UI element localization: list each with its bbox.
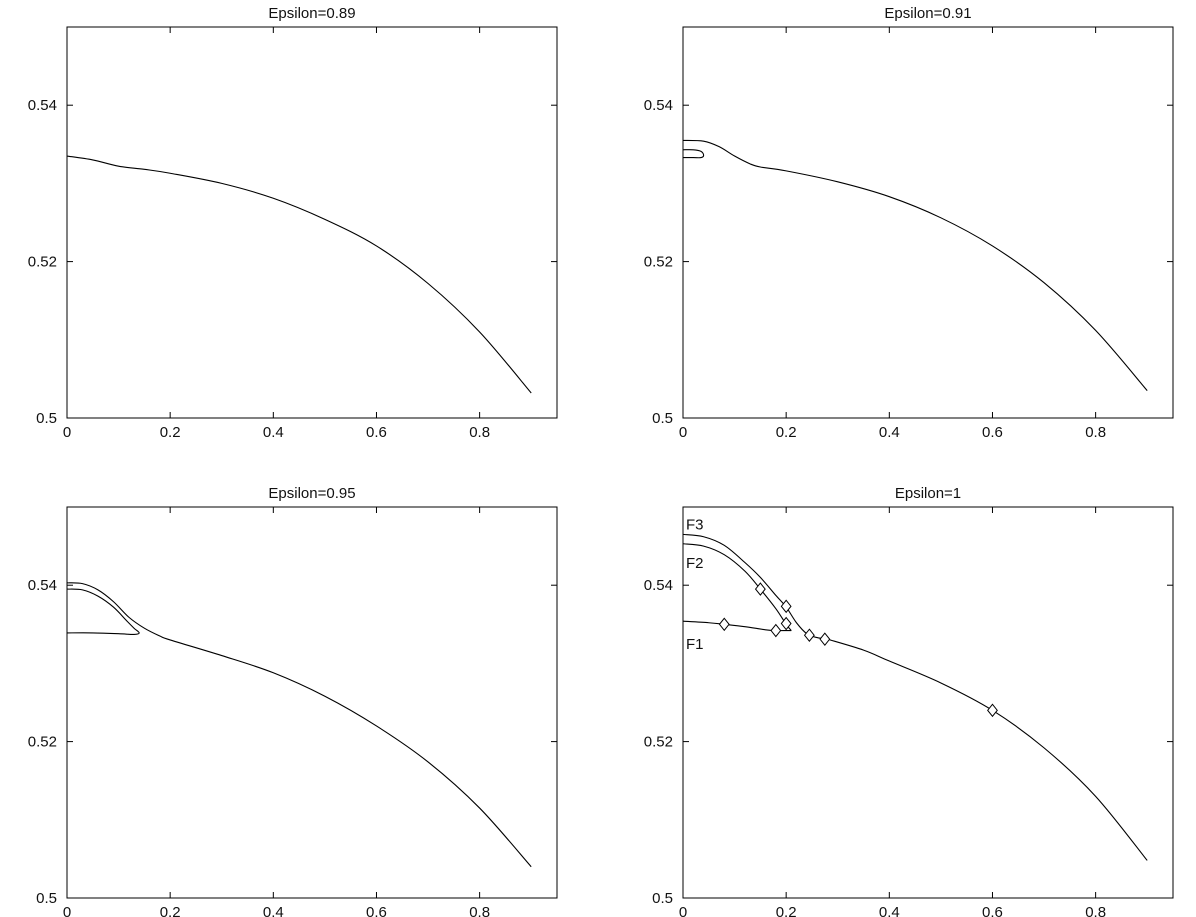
series-line-f3 xyxy=(682,533,828,640)
x-tick-label: 0.6 xyxy=(982,424,1003,441)
panel-title: Epsilon=0.89 xyxy=(268,5,355,22)
x-tick-label: 0.6 xyxy=(366,424,387,441)
x-tick-label: 0.2 xyxy=(776,424,797,441)
series-line-0 xyxy=(66,582,532,868)
diamond-marker xyxy=(987,703,998,718)
series-label-f1: F1 xyxy=(686,636,704,653)
panel-title: Epsilon=0.95 xyxy=(268,485,355,502)
y-tick-label: 0.52 xyxy=(28,254,57,271)
y-tick-label: 0.5 xyxy=(36,890,57,907)
diamond-marker xyxy=(718,617,730,632)
x-tick-label: 0.2 xyxy=(160,424,181,441)
panel-epsilon-0-91: Epsilon=0.91 0 0.2 0.4 0.6 0.8 0.5 0.52 0.54 xyxy=(644,5,1174,441)
panel-title: Epsilon=1 xyxy=(895,485,961,502)
plot-frame xyxy=(682,506,1174,899)
y-tick-label: 0.5 xyxy=(36,410,57,427)
diamond-marker xyxy=(819,632,831,646)
plot-frame xyxy=(66,26,558,419)
x-tick-label: 0 xyxy=(679,424,687,441)
x-tick-label: 0 xyxy=(63,904,71,917)
series-line-1 xyxy=(682,149,705,159)
x-tick-label: 0.8 xyxy=(469,424,490,441)
diamond-marker xyxy=(780,616,792,631)
x-tick-label: 0.4 xyxy=(879,904,900,917)
panel-epsilon-0-89: Epsilon=0.89 0 0.2 0.4 0.6 0.8 0.5 0.52 0.54 xyxy=(28,5,558,441)
diamond-marker xyxy=(754,582,766,596)
x-tick-label: 0.4 xyxy=(263,904,284,917)
y-tick-label: 0.5 xyxy=(652,410,673,427)
y-tick-label: 0.54 xyxy=(644,577,673,594)
series-line-0 xyxy=(682,139,1148,391)
plot-frame xyxy=(682,26,1174,419)
series-line-0 xyxy=(66,155,532,394)
x-tick-label: 0.6 xyxy=(982,904,1003,917)
x-tick-label: 0.4 xyxy=(263,424,284,441)
x-tick-label: 0.2 xyxy=(160,904,181,917)
x-tick-label: 0 xyxy=(63,424,71,441)
series-line-1 xyxy=(66,588,140,636)
panel-title: Epsilon=0.91 xyxy=(884,5,971,22)
y-tick-label: 0.5 xyxy=(652,890,673,907)
series-label-f3: F3 xyxy=(686,516,704,533)
x-tick-label: 0.8 xyxy=(469,904,490,917)
series-line-f1 xyxy=(682,620,792,632)
diamond-marker xyxy=(770,623,782,638)
x-tick-label: 0.8 xyxy=(1085,424,1106,441)
y-tick-label: 0.52 xyxy=(28,734,57,751)
plot-frame xyxy=(66,506,558,899)
x-tick-label: 0.4 xyxy=(879,424,900,441)
y-tick-label: 0.54 xyxy=(28,577,57,594)
panel-epsilon-0-95: Epsilon=0.95 0 0.2 0.4 0.6 0.8 0.5 0.52 0.54 xyxy=(28,485,558,917)
series-label-f2: F2 xyxy=(686,555,704,572)
y-tick-label: 0.54 xyxy=(28,97,57,114)
panel-epsilon-1: Epsilon=1 0 0.2 0.4 0.6 0.8 0.5 0.52 0.54 F3 F2 F1 xyxy=(644,485,1174,917)
diamond-marker xyxy=(803,628,815,643)
series-line-3 xyxy=(827,638,1148,861)
x-tick-label: 0 xyxy=(679,904,687,917)
y-tick-label: 0.52 xyxy=(644,734,673,751)
x-tick-label: 0.6 xyxy=(366,904,387,917)
x-tick-label: 0.2 xyxy=(776,904,797,917)
y-tick-label: 0.52 xyxy=(644,254,673,271)
x-tick-label: 0.8 xyxy=(1085,904,1106,917)
y-tick-label: 0.54 xyxy=(644,97,673,114)
diamond-marker xyxy=(780,599,792,614)
